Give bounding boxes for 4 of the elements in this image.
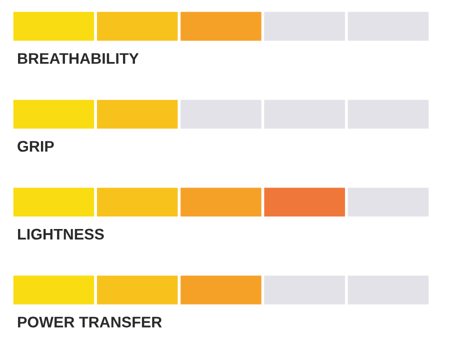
y-tick-label: BREATHABILITY xyxy=(18,53,139,64)
y-tick-label: POWER TRANSFER xyxy=(18,316,162,328)
y-tick-label: LIGHTNESS xyxy=(18,228,104,240)
y-tick-label: GRIP xyxy=(18,140,54,152)
